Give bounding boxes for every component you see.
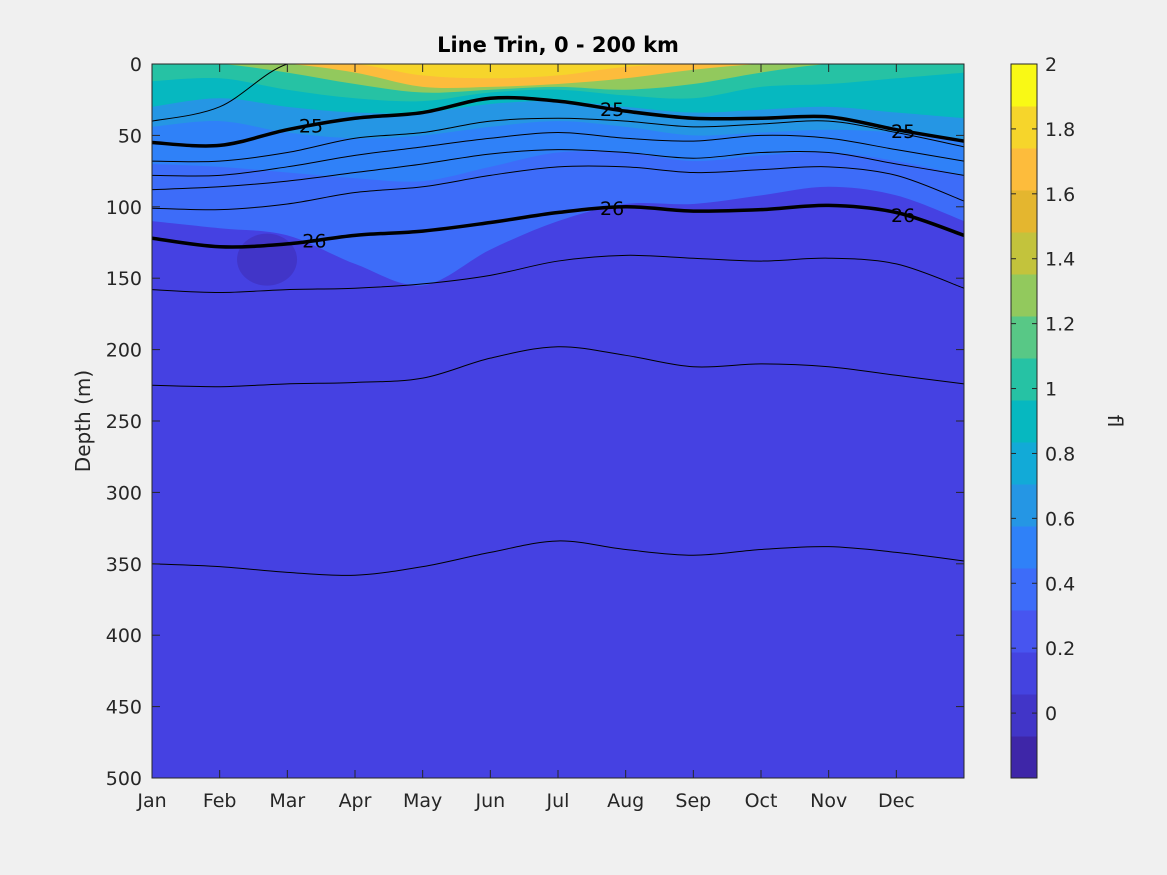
colorbar-frame xyxy=(1010,63,1038,779)
colorbar-tick-label: 1 xyxy=(1045,379,1057,401)
colorbar-swatch xyxy=(1011,232,1037,275)
x-tick-label: Feb xyxy=(203,790,237,812)
x-tick-label: Jan xyxy=(136,790,166,812)
y-tick-label: 150 xyxy=(106,268,142,290)
colorbar-swatch xyxy=(1011,190,1037,233)
thin-contour-line xyxy=(152,117,964,163)
x-tick-label: Aug xyxy=(607,790,644,812)
plot-area xyxy=(152,64,964,778)
chart-title: Line Trin, 0 - 200 km xyxy=(437,33,679,57)
colorbar-swatch xyxy=(1011,652,1037,695)
colorbar-tick-label: 1.6 xyxy=(1045,184,1075,206)
thin-contour-line xyxy=(152,254,964,293)
x-tick-label: Dec xyxy=(878,790,915,812)
y-tick-label: 0 xyxy=(130,54,142,76)
y-axis: 0 50 100 150 200 250 300 350 400 450 500 xyxy=(106,54,964,790)
colorbar-swatch xyxy=(1011,274,1037,317)
colorbar-tick-label: 0.2 xyxy=(1045,638,1075,660)
contour-label: 25 xyxy=(600,99,624,121)
y-tick-label: 100 xyxy=(106,197,142,219)
contour-line-26 xyxy=(152,203,964,249)
y-tick-label: 350 xyxy=(106,554,142,576)
colorbar-swatch xyxy=(1011,64,1037,107)
y-tick-label: 500 xyxy=(106,768,142,790)
y-tick-label: 300 xyxy=(106,482,142,504)
colorbar-label: fl xyxy=(1103,415,1127,428)
contour-label: 25 xyxy=(891,121,915,143)
y-tick-label: 200 xyxy=(106,340,142,362)
colorbar-swatch xyxy=(1011,358,1037,401)
y-tick-label: 450 xyxy=(106,697,142,719)
colorbar-swatch xyxy=(1011,106,1037,149)
y-tick-label: 400 xyxy=(106,625,142,647)
colorbar-swatch xyxy=(1011,484,1037,527)
colorbar-tick-label: 0.4 xyxy=(1045,573,1075,595)
x-tick-label: Oct xyxy=(745,790,778,812)
x-tick-label: Apr xyxy=(339,790,372,812)
colorbar-swatch xyxy=(1011,610,1037,653)
thin-contour-line xyxy=(152,149,964,191)
contour-label: 26 xyxy=(600,198,624,220)
x-tick-label: May xyxy=(403,790,442,812)
colorbar-tick-label: 0 xyxy=(1045,703,1057,725)
colorbar-tick-label: 1.4 xyxy=(1045,249,1075,271)
colorbar-tick-label: 1.2 xyxy=(1045,314,1075,336)
y-tick-label: 50 xyxy=(118,125,142,147)
x-tick-label: Mar xyxy=(269,790,305,812)
y-tick-label: 250 xyxy=(106,411,142,433)
colorbar-swatch xyxy=(1011,400,1037,443)
colorbar-swatch xyxy=(1011,694,1037,737)
contour-labels: 25 25 25 26 26 26 xyxy=(299,99,915,253)
contour-label: 25 xyxy=(299,116,323,138)
x-tick-label: Jun xyxy=(474,790,505,812)
x-axis: Jan Feb Mar Apr May Jun Jul Aug Sep Oct Nov Dec xyxy=(136,64,915,812)
thin-contour-line xyxy=(152,540,964,576)
colorbar-swatch xyxy=(1011,316,1037,359)
contour-line-25 xyxy=(152,95,964,148)
labeled-contour-lines xyxy=(152,95,964,249)
thin-contour-line xyxy=(152,165,964,211)
contour-label: 26 xyxy=(891,205,915,227)
colorbar-swatch xyxy=(1011,148,1037,191)
colorbar-tick-label: 1.8 xyxy=(1045,119,1075,141)
thin-contour-line xyxy=(152,132,964,177)
x-tick-label: Nov xyxy=(810,790,847,812)
x-tick-label: Jul xyxy=(546,790,570,812)
x-tick-label: Sep xyxy=(675,790,711,812)
colorbar-tick-label: 2 xyxy=(1045,54,1057,76)
colorbar-swatch xyxy=(1011,736,1037,779)
contour-label: 26 xyxy=(302,231,326,253)
thin-contour-line xyxy=(152,346,964,388)
colorbar-swatch xyxy=(1011,442,1037,485)
contour-fill-low-patch xyxy=(237,233,298,286)
y-axis-label: Depth (m) xyxy=(71,370,95,472)
colorbar-tick-label: 0.6 xyxy=(1045,508,1075,530)
colorbar-swatch xyxy=(1011,526,1037,569)
colorbar: 0 0.2 0.4 0.6 0.8 1 1.2 1.4 1.6 1.8 2 xyxy=(1010,54,1075,779)
colorbar-swatch xyxy=(1011,568,1037,611)
colorbar-tick-label: 0.8 xyxy=(1045,443,1075,465)
